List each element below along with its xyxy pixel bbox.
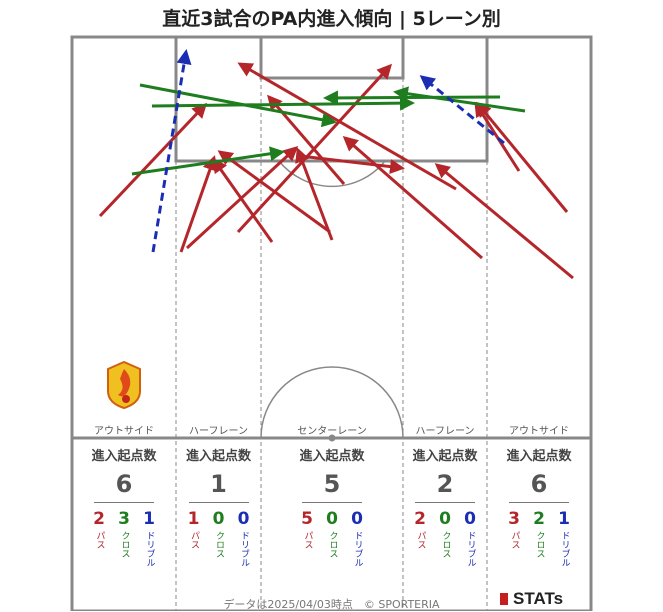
pass-count: 5 [301, 509, 313, 529]
pass-label: パス [189, 531, 199, 549]
center-spot [328, 434, 336, 442]
dribble-count: 0 [464, 509, 476, 529]
divider [94, 502, 154, 503]
entries-heading: 進入起点数 [299, 449, 365, 464]
lane-stats-halfspace-left: 進入起点数 1 1 パス 0 クロス 0 ドリブル [176, 445, 261, 567]
cross-arrow [131, 146, 285, 176]
pass-arrows [98, 62, 574, 280]
cross-count: 0 [326, 509, 338, 529]
lane-label-outside-right: アウトサイド [509, 426, 569, 437]
dribble-arrows [151, 49, 505, 253]
dribble-label: ドリブル [144, 531, 155, 567]
lane-label-halfspace-left: ハーフレーン [189, 426, 248, 437]
penalty-arc [278, 160, 386, 188]
brand-logo: STATs [500, 589, 563, 609]
pass-label: パス [415, 531, 426, 549]
divider [188, 502, 249, 503]
entries-heading: 進入起点数 [506, 449, 572, 464]
dribble-count: 1 [143, 509, 155, 529]
entries-heading: 進入起点数 [185, 449, 251, 464]
entries-total: 1 [210, 470, 227, 498]
goal-area [259, 35, 405, 80]
pass-count: 1 [187, 509, 200, 529]
lane-stats-outside-left: 進入起点数 6 2 パス 3 クロス 1 ドリブル [72, 445, 176, 567]
lane-stats-halfspace-right: 進入起点数 2 2 パス 0 クロス 0 ドリブル [403, 445, 487, 567]
pitch-lines [70, 35, 593, 611]
dribble-count: 0 [351, 509, 363, 529]
pass-count: 2 [93, 509, 105, 529]
pass-label: パス [509, 531, 520, 549]
entries-total: 6 [115, 470, 133, 498]
pass-arrow [476, 101, 569, 213]
cross-arrow [323, 90, 501, 106]
pass-arrow [98, 102, 208, 218]
cross-arrows [131, 83, 526, 176]
lane-label-halfspace-right: ハーフレーン [415, 426, 475, 437]
entries-total: 6 [530, 470, 548, 498]
pass-arrow [295, 147, 334, 241]
pass-arrow [299, 154, 405, 175]
dribble-label: ドリブル [352, 531, 363, 567]
club-crest-icon [107, 361, 141, 409]
dribble-count: 1 [558, 509, 570, 529]
cross-count: 0 [439, 509, 451, 529]
cross-count: 3 [118, 509, 130, 529]
cross-label: クロス [119, 531, 130, 558]
cross-label: クロス [440, 531, 451, 558]
entries-total: 5 [323, 470, 341, 498]
pass-count: 2 [414, 509, 426, 529]
divider [509, 502, 569, 503]
pass-arrow [179, 155, 218, 253]
cross-label: クロス [534, 531, 545, 558]
dribble-label: ドリブル [465, 531, 476, 567]
center-circle [260, 366, 404, 439]
lane-stats-outside-right: 進入起点数 6 3 パス 2 クロス 1 ドリブル [487, 445, 591, 567]
pass-arrow [212, 157, 274, 243]
footer-note: データは2025/04/03時点 © SPORTERIA [223, 598, 440, 611]
pass-label: パス [94, 531, 105, 549]
entries-total: 2 [436, 470, 454, 498]
cross-arrow [139, 83, 337, 128]
cross-arrow [393, 86, 526, 113]
cross-count: 2 [533, 509, 545, 529]
divider [415, 502, 475, 503]
lane-stats-center: 進入起点数 5 5 パス 0 クロス 0 ドリブル [261, 445, 403, 567]
pass-arrow [434, 163, 574, 280]
dribble-arrow [419, 75, 505, 145]
chart-title: 直近3試合のPA内進入傾向 | 5レーン別 [162, 8, 501, 30]
entries-heading: 進入起点数 [412, 449, 478, 464]
brand-mark-icon [500, 593, 508, 605]
pass-arrow [474, 101, 521, 172]
pass-arrow [237, 62, 457, 191]
entries-heading: 進入起点数 [91, 449, 157, 464]
cross-arrow [151, 95, 415, 111]
dribble-label: ドリブル [559, 531, 570, 567]
pass-label: パス [302, 531, 313, 549]
dribble-label: ドリブル [239, 531, 249, 567]
cross-label: クロス [214, 531, 224, 558]
lane-label-outside-left: アウトサイド [94, 426, 154, 437]
pass-count: 3 [508, 509, 520, 529]
brand-text: STATs [513, 589, 564, 608]
pass-arrow [185, 145, 299, 250]
pass-arrow [342, 136, 483, 260]
dribble-count: 0 [237, 509, 250, 529]
cross-label: クロス [327, 531, 338, 558]
divider [302, 502, 362, 503]
lane-label-center: センターレーン [297, 426, 367, 437]
dribble-arrow [151, 49, 192, 253]
cross-count: 0 [212, 509, 225, 529]
